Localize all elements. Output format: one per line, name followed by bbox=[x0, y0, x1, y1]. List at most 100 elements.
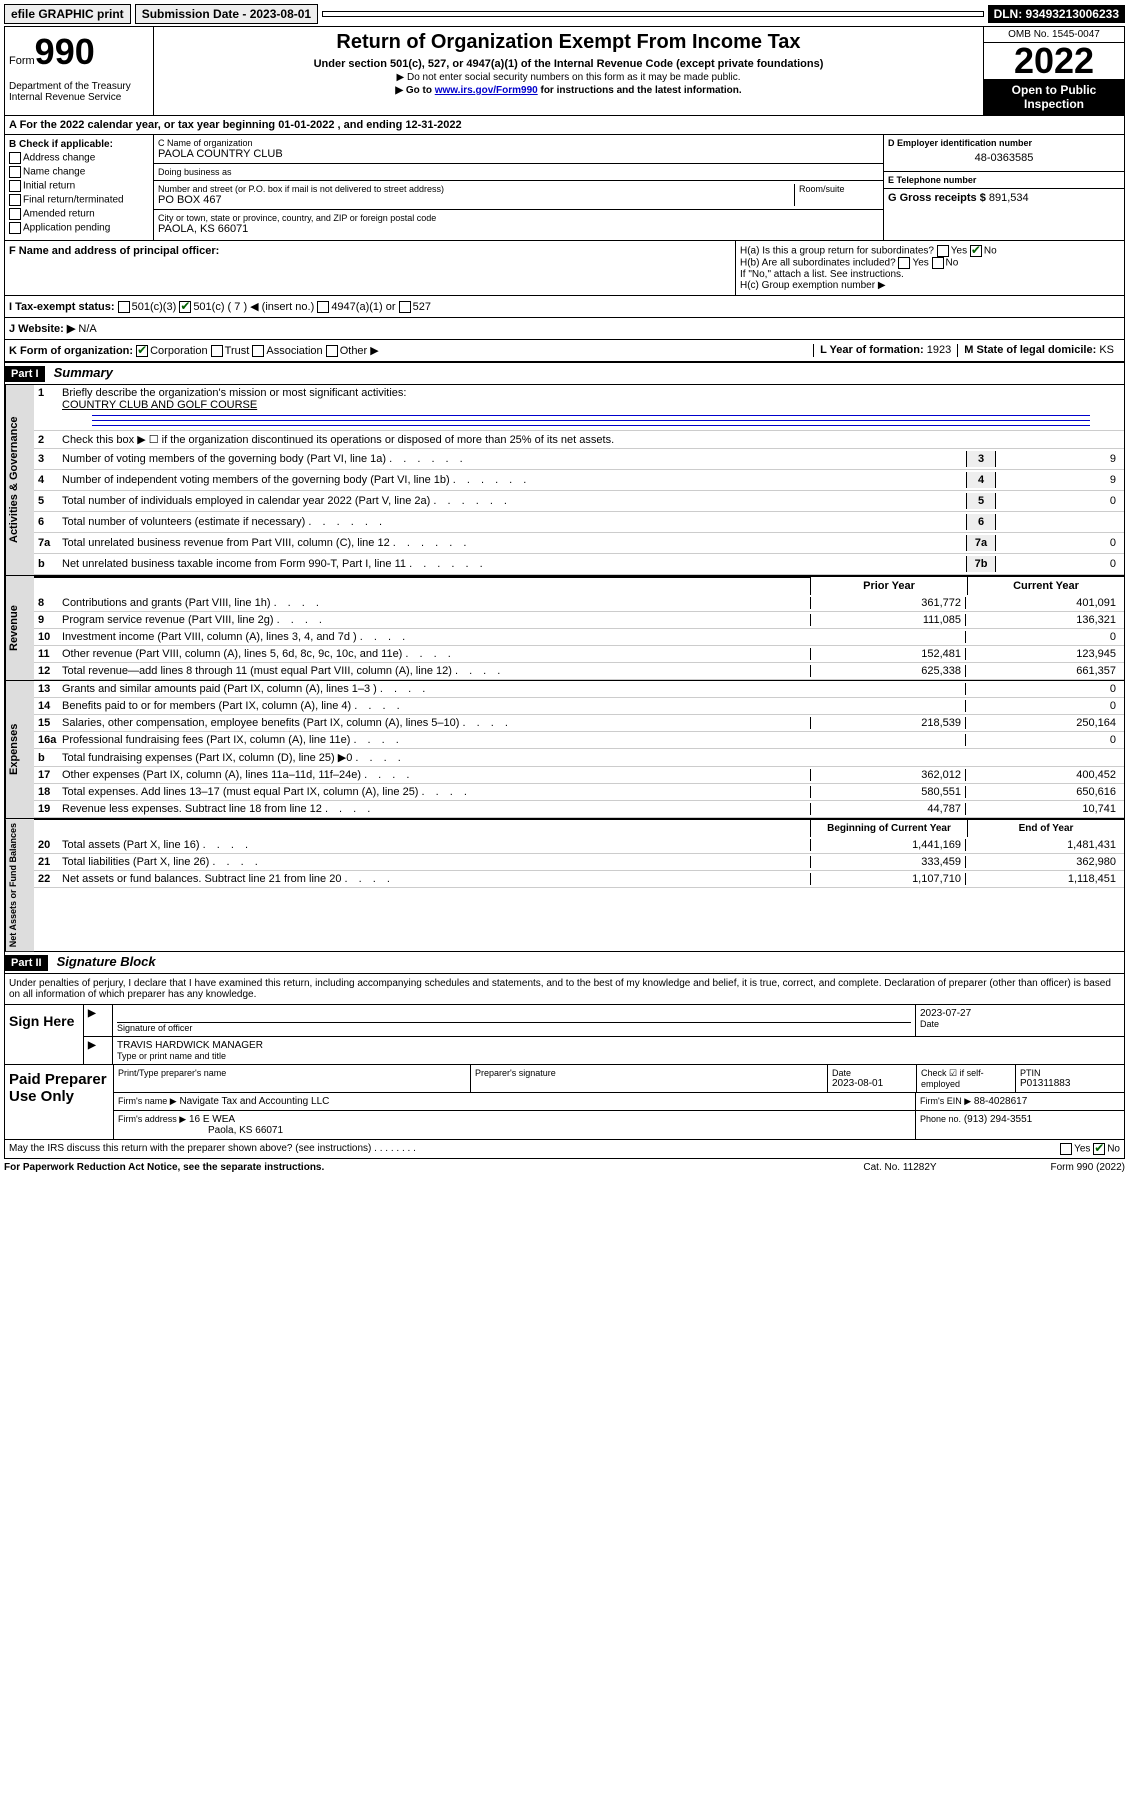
b-checkbox[interactable] bbox=[9, 208, 21, 220]
col-begin-header: Beginning of Current Year bbox=[810, 820, 967, 837]
e-label: E Telephone number bbox=[888, 175, 1120, 185]
city-label: City or town, state or province, country… bbox=[158, 213, 879, 223]
summary-line: 22Net assets or fund balances. Subtract … bbox=[34, 871, 1124, 888]
b-checkbox[interactable] bbox=[9, 166, 21, 178]
cat-number: Cat. No. 11282Y bbox=[825, 1162, 975, 1173]
b-checkbox-item: Amended return bbox=[9, 208, 149, 220]
hb-no-checkbox[interactable] bbox=[932, 257, 944, 269]
summary-line: 15Salaries, other compensation, employee… bbox=[34, 715, 1124, 732]
hb-yes-checkbox[interactable] bbox=[898, 257, 910, 269]
topbar: efile GRAPHIC print Submission Date - 20… bbox=[4, 4, 1125, 24]
city-value: PAOLA, KS 66071 bbox=[158, 223, 879, 235]
b-checkbox[interactable] bbox=[9, 222, 21, 234]
dba-label: Doing business as bbox=[158, 167, 879, 177]
irs-link[interactable]: www.irs.gov/Form990 bbox=[435, 85, 538, 96]
room-label: Room/suite bbox=[799, 184, 879, 194]
b-checkbox-item: Final return/terminated bbox=[9, 194, 149, 206]
section-f-h: F Name and address of principal officer:… bbox=[4, 241, 1125, 296]
paid-preparer-label: Paid Preparer Use Only bbox=[5, 1065, 114, 1139]
org-name: PAOLA COUNTRY CLUB bbox=[158, 148, 879, 160]
sig-intro: Under penalties of perjury, I declare th… bbox=[5, 974, 1124, 1004]
ptin: P01311883 bbox=[1020, 1078, 1120, 1089]
k-org-row: K Form of organization: Corporation Trus… bbox=[4, 340, 1125, 362]
tax-exempt-row: I Tax-exempt status: 501(c)(3) 501(c) ( … bbox=[4, 296, 1125, 318]
discuss-yes-checkbox[interactable] bbox=[1060, 1143, 1072, 1155]
summary-line: 19Revenue less expenses. Subtract line 1… bbox=[34, 801, 1124, 818]
summary-line: 13Grants and similar amounts paid (Part … bbox=[34, 681, 1124, 698]
tax-year: 2022 bbox=[984, 43, 1124, 79]
ha-yes-checkbox[interactable] bbox=[937, 245, 949, 257]
k-checkbox[interactable] bbox=[136, 345, 148, 357]
part1-title: Summary bbox=[54, 365, 113, 380]
vlabel-governance: Activities & Governance bbox=[5, 385, 34, 575]
summary-line: 11Other revenue (Part VIII, column (A), … bbox=[34, 646, 1124, 663]
form-number-block: Form990 bbox=[9, 31, 149, 73]
form-label: Form bbox=[9, 55, 35, 67]
sign-date: 2023-07-27 bbox=[920, 1008, 1120, 1019]
summary-line: 8Contributions and grants (Part VIII, li… bbox=[34, 595, 1124, 612]
527-checkbox[interactable] bbox=[399, 301, 411, 313]
firm-addr2: Paola, KS 66071 bbox=[208, 1125, 283, 1136]
officer-name: TRAVIS HARDWICK MANAGER bbox=[117, 1040, 1120, 1051]
ha-no-checkbox[interactable] bbox=[970, 245, 982, 257]
4947-checkbox[interactable] bbox=[317, 301, 329, 313]
f-label: F Name and address of principal officer: bbox=[9, 245, 731, 257]
summary-line: 12Total revenue—add lines 8 through 11 (… bbox=[34, 663, 1124, 680]
summary-line: bNet unrelated business taxable income f… bbox=[34, 554, 1124, 575]
summary-line: 7aTotal unrelated business revenue from … bbox=[34, 533, 1124, 554]
firm-addr1: 16 E WEA bbox=[189, 1114, 235, 1125]
hc-label: H(c) Group exemption number ▶ bbox=[740, 280, 1120, 291]
form-number: 990 bbox=[35, 31, 95, 72]
website-value: N/A bbox=[78, 323, 96, 335]
501c-checkbox[interactable] bbox=[179, 301, 191, 313]
discuss-no-checkbox[interactable] bbox=[1093, 1143, 1105, 1155]
d-label: D Employer identification number bbox=[888, 138, 1120, 148]
k-checkbox[interactable] bbox=[252, 345, 264, 357]
g-label: G Gross receipts $ bbox=[888, 192, 986, 204]
topbar-spacer bbox=[322, 11, 983, 17]
form-title: Return of Organization Exempt From Incom… bbox=[158, 31, 979, 54]
b-checkbox[interactable] bbox=[9, 180, 21, 192]
form-subtitle: Under section 501(c), 527, or 4947(a)(1)… bbox=[158, 58, 979, 70]
gross-receipts: 891,534 bbox=[989, 192, 1029, 204]
firm-phone: (913) 294-3551 bbox=[964, 1114, 1032, 1125]
501c3-checkbox[interactable] bbox=[118, 301, 130, 313]
b-checkbox[interactable] bbox=[9, 194, 21, 206]
summary-line: 21Total liabilities (Part X, line 26) . … bbox=[34, 854, 1124, 871]
note-link: ▶ Go to www.irs.gov/Form990 for instruct… bbox=[158, 85, 979, 96]
public-inspection: Open to Public Inspection bbox=[984, 79, 1124, 115]
b-checkbox-item: Initial return bbox=[9, 180, 149, 192]
website-row: J Website: ▶ N/A bbox=[4, 318, 1125, 340]
efile-box[interactable]: efile GRAPHIC print bbox=[4, 4, 131, 24]
summary-line: bTotal fundraising expenses (Part IX, co… bbox=[34, 749, 1124, 767]
c-name-label: C Name of organization bbox=[158, 138, 879, 148]
addr-value: PO BOX 467 bbox=[158, 194, 794, 206]
b-checkbox-item: Address change bbox=[9, 152, 149, 164]
line-a-taxyear: A For the 2022 calendar year, or tax yea… bbox=[4, 116, 1125, 135]
summary-line: 14Benefits paid to or for members (Part … bbox=[34, 698, 1124, 715]
k-checkbox[interactable] bbox=[211, 345, 223, 357]
part1-header: Part I bbox=[5, 366, 45, 382]
vlabel-netassets: Net Assets or Fund Balances bbox=[5, 819, 34, 951]
year-formation: 1923 bbox=[927, 344, 951, 356]
part2-header: Part II bbox=[5, 955, 48, 971]
arrow-icon: ▶ bbox=[88, 1040, 96, 1051]
k-checkbox[interactable] bbox=[326, 345, 338, 357]
mission-text: COUNTRY CLUB AND GOLF COURSE bbox=[62, 399, 257, 411]
summary-line: 16aProfessional fundraising fees (Part I… bbox=[34, 732, 1124, 749]
b-checkbox[interactable] bbox=[9, 152, 21, 164]
ein-value: 48-0363585 bbox=[888, 148, 1120, 168]
sign-here-label: Sign Here bbox=[5, 1005, 84, 1064]
page-footer: For Paperwork Reduction Act Notice, see … bbox=[4, 1159, 1125, 1176]
summary-line: 5Total number of individuals employed in… bbox=[34, 491, 1124, 512]
dln-box: DLN: 93493213006233 bbox=[988, 5, 1125, 23]
info-grid: B Check if applicable: Address changeNam… bbox=[4, 135, 1125, 241]
arrow-icon: ▶ bbox=[88, 1008, 96, 1019]
vlabel-revenue: Revenue bbox=[5, 576, 34, 680]
form-header: Form990 Department of the Treasury Inter… bbox=[4, 26, 1125, 116]
b-checkbox-item: Application pending bbox=[9, 222, 149, 234]
summary-line: 4Number of independent voting members of… bbox=[34, 470, 1124, 491]
summary-line: 10Investment income (Part VIII, column (… bbox=[34, 629, 1124, 646]
addr-label: Number and street (or P.O. box if mail i… bbox=[158, 184, 794, 194]
part2-title: Signature Block bbox=[57, 954, 156, 969]
